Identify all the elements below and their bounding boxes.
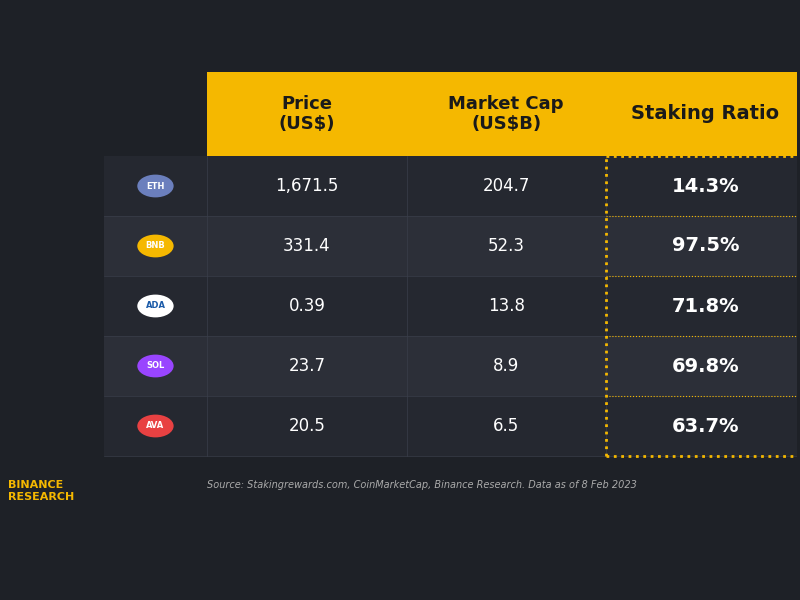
Text: 14.3%: 14.3% [672, 176, 739, 196]
Bar [104, 336, 800, 396]
Text: 331.4: 331.4 [283, 237, 330, 255]
Text: BNB: BNB [146, 241, 166, 250]
Bar [104, 156, 800, 216]
Text: 20.5: 20.5 [289, 417, 326, 435]
Text: BINANCE
RESEARCH: BINANCE RESEARCH [8, 480, 74, 502]
Bar [104, 396, 800, 456]
Text: 204.7: 204.7 [482, 177, 530, 195]
Text: 8.9: 8.9 [493, 357, 519, 375]
Text: 1,671.5: 1,671.5 [275, 177, 338, 195]
Bar [207, 72, 406, 156]
Bar [406, 72, 606, 156]
Text: 23.7: 23.7 [289, 357, 326, 375]
Text: 63.7%: 63.7% [672, 416, 739, 436]
Text: AVA: AVA [146, 421, 165, 431]
Text: Market Cap
(US$B): Market Cap (US$B) [449, 95, 564, 133]
Text: 69.8%: 69.8% [672, 356, 739, 376]
Text: 0.39: 0.39 [289, 297, 326, 315]
Text: ADA: ADA [146, 301, 166, 311]
Ellipse shape [138, 235, 174, 257]
Text: ETH: ETH [146, 182, 165, 191]
Text: 13.8: 13.8 [488, 297, 525, 315]
Text: SOL: SOL [146, 361, 165, 371]
Text: 6.5: 6.5 [493, 417, 519, 435]
Ellipse shape [138, 415, 174, 437]
Text: Source: Stakingrewards.com, CoinMarketCap, Binance Research. Data as of 8 Feb 20: Source: Stakingrewards.com, CoinMarketCa… [207, 480, 637, 490]
Bar [104, 276, 800, 336]
Text: 52.3: 52.3 [488, 237, 525, 255]
Ellipse shape [138, 175, 174, 197]
Text: 71.8%: 71.8% [672, 296, 739, 316]
Ellipse shape [138, 355, 174, 377]
Text: Price
(US$): Price (US$) [278, 95, 335, 133]
Bar [104, 216, 800, 276]
Text: Staking Ratio: Staking Ratio [631, 104, 780, 124]
Ellipse shape [138, 295, 174, 317]
Text: 97.5%: 97.5% [672, 236, 739, 256]
Bar [606, 72, 800, 156]
